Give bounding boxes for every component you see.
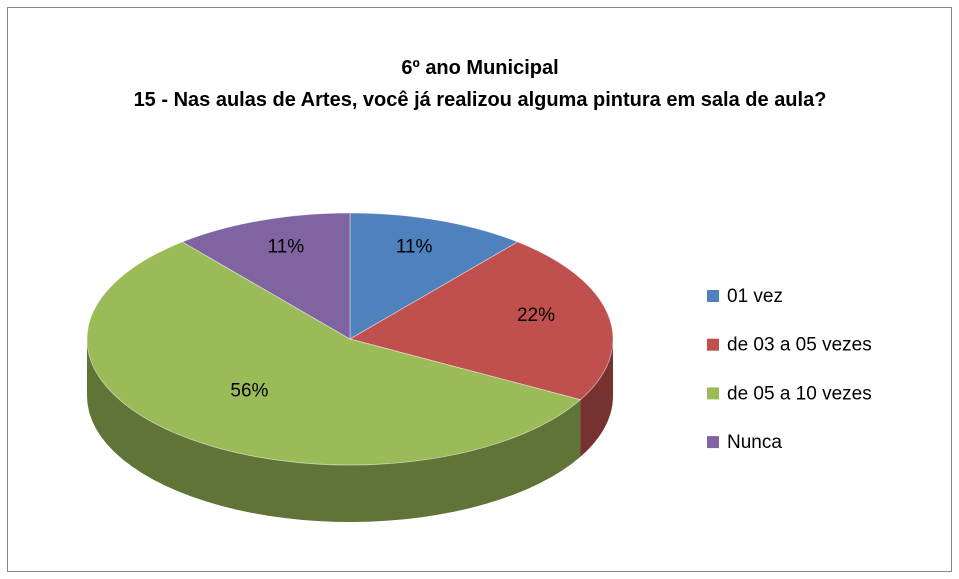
legend-label: 01 vez [727, 286, 783, 307]
slice [181, 212, 351, 340]
slice-side [87, 339, 581, 522]
slice [86, 241, 582, 466]
data-label: 56% [230, 380, 268, 401]
slice-side [580, 339, 613, 457]
legend-label: Nunca [727, 432, 782, 453]
chart-title: 6º ano Municipal [401, 57, 559, 79]
slice [349, 212, 519, 340]
legend-label: de 03 a 05 vezes [727, 335, 872, 356]
legend-label: de 05 a 10 vezes [727, 383, 872, 404]
data-label: 11% [396, 237, 433, 258]
data-label: 11% [268, 237, 305, 258]
slice [348, 241, 614, 401]
titles: 6º ano Municipal 15 - Nas aulas de Artes… [120, 52, 840, 116]
legend-swatch [707, 387, 719, 400]
legend-swatch [707, 436, 719, 449]
legend-swatch [707, 338, 719, 351]
legend-swatch [707, 290, 719, 302]
chart-subtitle: 15 - Nas aulas de Artes, você já realizo… [133, 89, 827, 111]
data-label: 22% [517, 305, 555, 326]
